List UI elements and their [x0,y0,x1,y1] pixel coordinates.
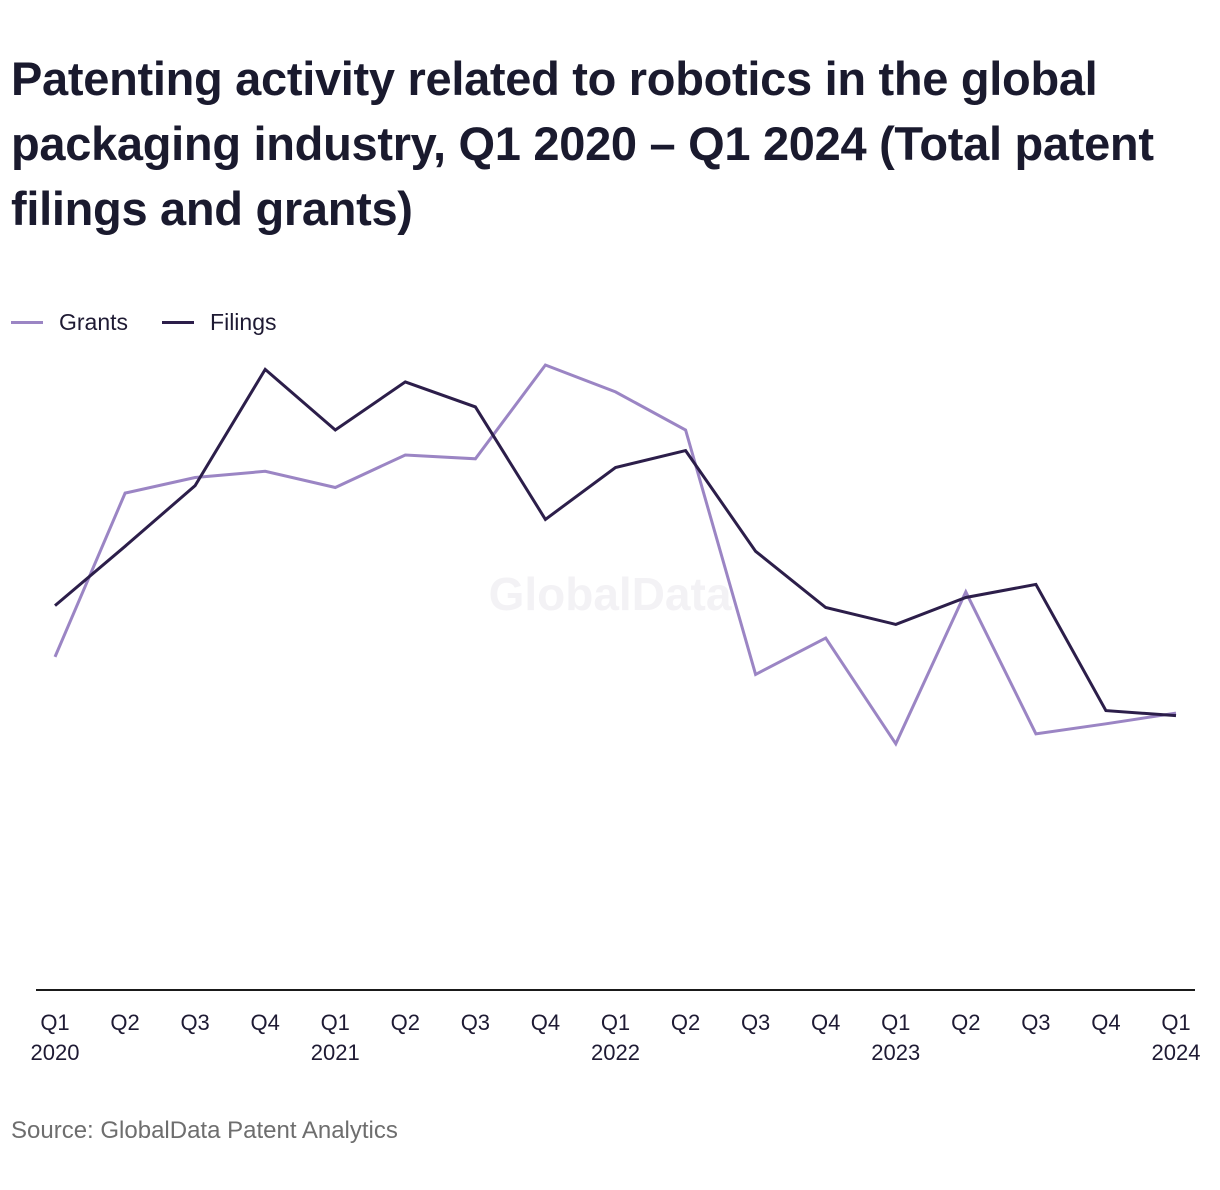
legend: Grants Filings [11,306,311,338]
watermark-logo: GlobalData [489,568,732,620]
x-tick-label-quarter: Q2 [671,1010,700,1035]
x-tick-label-quarter: Q3 [1021,1010,1050,1035]
series-line-filings [54,367,1177,718]
legend-swatch-grants [11,320,43,324]
source-note: Source: GlobalData Patent Analytics [11,1117,398,1144]
x-tick-label-quarter: Q4 [251,1010,280,1035]
x-tick-label-quarter: Q4 [1091,1010,1120,1035]
x-tick-label-quarter: Q3 [461,1010,490,1035]
legend-label-filings: Filings [210,308,277,335]
x-tick-label-quarter: Q3 [180,1010,209,1035]
x-tick-label-quarter: Q3 [741,1010,770,1035]
x-tick-label-year: 2021 [311,1040,360,1065]
x-tick-label-quarter: Q2 [391,1010,420,1035]
x-tick-label-quarter: Q1 [881,1010,910,1035]
x-tick-label-quarter: Q2 [110,1010,139,1035]
x-tick-label-quarter: Q1 [321,1010,350,1035]
x-tick-label-quarter: Q1 [1161,1010,1190,1035]
x-tick-label-year: 2023 [871,1040,920,1065]
x-tick-label-quarter: Q2 [951,1010,980,1035]
legend-item-grants: Grants [11,309,128,336]
legend-label-grants: Grants [59,308,129,335]
x-tick-label-quarter: Q4 [811,1010,840,1035]
x-tick-label-year: 2024 [1152,1040,1201,1065]
legend-item-filings: Filings [162,308,277,336]
x-tick-label-quarter: Q4 [531,1010,560,1035]
series-line-grants [53,363,1177,747]
legend-swatch-filings [162,320,195,324]
x-tick-label-year: 2022 [591,1040,640,1065]
x-tick-label-quarter: Q1 [40,1010,69,1035]
chart-title: Patenting activity related to robotics i… [11,52,1154,235]
x-tick-label-year: 2020 [31,1040,80,1065]
x-tick-label-quarter: Q1 [601,1010,630,1035]
